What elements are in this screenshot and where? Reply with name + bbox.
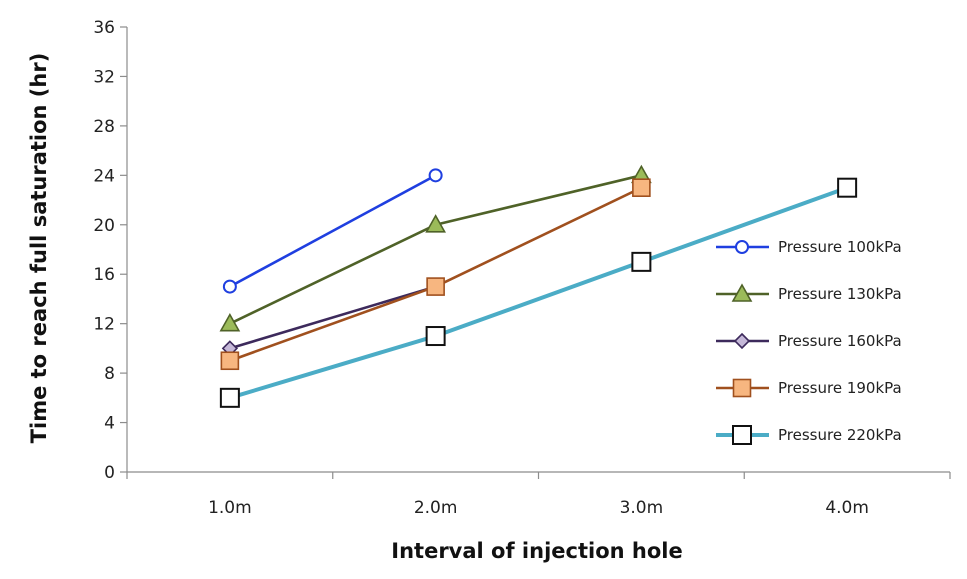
y-tick-label: 8 <box>104 364 115 384</box>
x-tick-label: 4.0m <box>825 498 869 518</box>
data-point <box>219 387 240 408</box>
y-tick-label: 16 <box>93 265 115 285</box>
data-point <box>428 168 443 183</box>
legend: Pressure 100kPa Pressure 130kPa Pressure 1… <box>716 238 902 445</box>
y-axis-title: Time to reach full saturation (hr) <box>27 53 51 444</box>
legend-item: Pressure 100kPa <box>716 238 902 256</box>
x-tick-label: 2.0m <box>414 498 458 518</box>
series-1 <box>219 164 652 332</box>
legend-item: Pressure 160kPa <box>716 332 902 350</box>
series-3 <box>220 178 651 371</box>
y-tick-label: 20 <box>93 216 115 236</box>
y-tick-label: 0 <box>104 463 115 483</box>
y-tick-label: 4 <box>104 414 115 434</box>
series-line <box>229 285 436 350</box>
legend-marker <box>733 332 751 350</box>
data-point <box>425 214 446 233</box>
legend-marker <box>732 378 752 398</box>
y-tick-label: 28 <box>93 117 115 137</box>
series-layer <box>219 164 858 408</box>
legend-marker <box>732 425 752 445</box>
legend-label: Pressure 220kPa <box>778 426 902 444</box>
data-point <box>222 279 237 294</box>
y-tick-label: 36 <box>93 18 115 38</box>
legend-marker <box>735 240 749 254</box>
axes: 0 4 8 12 16 20 24 28 32 36 1.0m 2.0m 3.0m 4.0m <box>93 18 951 518</box>
legend-item: Pressure 190kPa <box>716 378 902 398</box>
series-4 <box>219 177 858 408</box>
data-point <box>426 277 445 296</box>
series-line <box>229 174 642 325</box>
data-point <box>632 178 651 197</box>
data-point <box>631 251 652 272</box>
y-tick-label: 12 <box>93 315 115 335</box>
data-point <box>219 313 241 332</box>
legend-label: Pressure 160kPa <box>778 332 902 350</box>
legend-item: Pressure 130kPa <box>716 283 902 303</box>
legend-marker <box>731 283 753 302</box>
series-line <box>229 185 848 400</box>
x-tick-label: 3.0m <box>620 498 664 518</box>
data-point <box>425 326 446 347</box>
data-point <box>837 177 858 198</box>
series-0 <box>222 168 443 294</box>
x-tick-label: 1.0m <box>208 498 252 518</box>
y-tick-label: 24 <box>93 166 115 186</box>
series-line <box>229 174 437 288</box>
data-point <box>220 351 240 371</box>
legend-item: Pressure 220kPa <box>716 425 902 445</box>
legend-label: Pressure 190kPa <box>778 379 902 397</box>
y-tick-label: 32 <box>93 67 115 87</box>
legend-label: Pressure 130kPa <box>778 285 902 303</box>
x-axis-title: Interval of injection hole <box>391 539 682 563</box>
legend-label: Pressure 100kPa <box>778 238 902 256</box>
